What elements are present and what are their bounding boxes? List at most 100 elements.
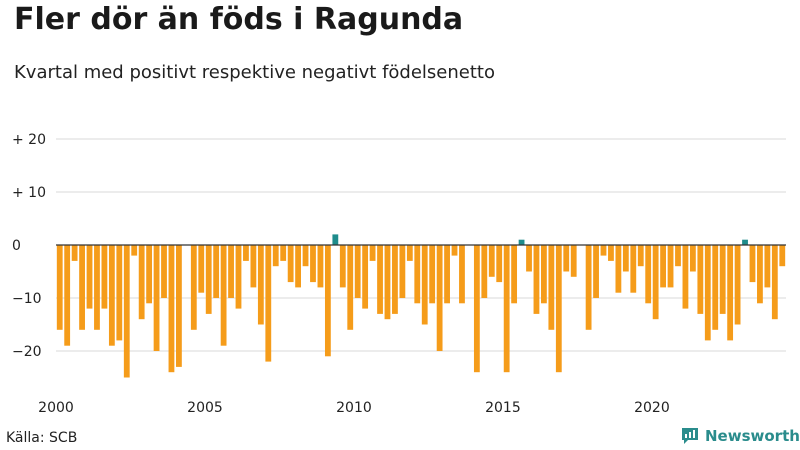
bar — [280, 245, 287, 261]
bar — [652, 245, 659, 320]
brand-name: Newsworthy — [705, 427, 800, 445]
bar — [56, 245, 63, 330]
bar — [503, 245, 510, 373]
bar — [161, 245, 167, 298]
bar — [600, 245, 607, 256]
bar — [727, 245, 734, 341]
bar — [86, 245, 93, 309]
bar — [615, 245, 622, 293]
bar — [310, 245, 316, 283]
bar — [637, 245, 644, 267]
bar — [533, 245, 540, 314]
bar — [116, 245, 123, 341]
x-axis-labels: 2000 2005 2010 2015 2020 — [38, 400, 670, 416]
bar — [451, 245, 458, 256]
bar — [675, 245, 681, 267]
bar — [384, 245, 391, 320]
bar — [764, 245, 771, 288]
bar — [362, 245, 369, 309]
bar — [570, 245, 577, 277]
bar — [645, 245, 652, 304]
bar — [608, 245, 614, 261]
chart-subtitle: Kvartal med positivt respektive negativt… — [14, 62, 495, 83]
bar — [228, 245, 234, 298]
bar — [622, 245, 629, 272]
bar — [146, 245, 153, 304]
bar — [377, 245, 383, 314]
bar — [459, 245, 465, 304]
newsworthy-logo-icon — [682, 428, 698, 444]
bar — [749, 245, 756, 283]
y-tick-label: + 10 — [12, 185, 46, 201]
bar — [265, 245, 272, 362]
bar — [108, 245, 115, 346]
bar — [682, 245, 689, 309]
bar — [421, 245, 428, 325]
bar — [190, 245, 197, 330]
bar — [64, 245, 71, 346]
bar — [131, 245, 138, 256]
bar — [79, 245, 85, 330]
bar — [101, 245, 108, 309]
bar — [429, 245, 436, 304]
bar — [496, 245, 503, 283]
bar — [392, 245, 398, 314]
bar — [757, 245, 763, 304]
y-tick-label: + 20 — [12, 132, 46, 148]
bar — [689, 245, 696, 272]
bar — [660, 245, 666, 288]
bar — [563, 245, 570, 272]
bar — [518, 239, 525, 245]
bar — [198, 245, 205, 293]
bar — [488, 245, 495, 277]
bar — [704, 245, 711, 341]
bar — [205, 245, 212, 314]
bar — [138, 245, 145, 320]
bar — [153, 245, 160, 351]
bar — [243, 245, 249, 261]
bar — [771, 245, 778, 320]
y-tick-label: −20 — [12, 344, 42, 360]
bar — [555, 245, 562, 373]
bar — [473, 245, 480, 373]
bar — [734, 245, 741, 325]
bar — [339, 245, 346, 288]
bar — [272, 245, 279, 267]
bar — [94, 245, 100, 330]
source-note: Källa: SCB — [6, 430, 78, 446]
bar — [332, 234, 339, 245]
bar — [481, 245, 488, 298]
bar — [526, 245, 532, 272]
bar — [354, 245, 361, 298]
bar — [235, 245, 242, 309]
bar — [168, 245, 175, 373]
bar — [444, 245, 450, 304]
bar — [541, 245, 547, 304]
bar — [295, 245, 301, 288]
bar — [779, 245, 786, 267]
x-tick-label: 2005 — [187, 400, 223, 416]
bar — [719, 245, 726, 314]
brand-logo: Newsworthy — [680, 426, 800, 446]
bar — [414, 245, 421, 304]
y-tick-label: 0 — [12, 238, 21, 254]
bar — [399, 245, 406, 298]
bar — [123, 245, 130, 378]
bar — [511, 245, 518, 304]
bar — [630, 245, 637, 293]
bar — [548, 245, 555, 330]
x-tick-label: 2000 — [38, 400, 74, 416]
bar — [436, 245, 443, 351]
bar — [287, 245, 294, 283]
x-tick-label: 2020 — [634, 400, 670, 416]
bar — [593, 245, 599, 298]
chart-title: Fler dör än föds i Ragunda — [14, 2, 464, 37]
bar — [302, 245, 309, 267]
bar — [712, 245, 719, 330]
bar — [585, 245, 592, 330]
bar — [347, 245, 354, 330]
bar — [213, 245, 220, 298]
bar — [317, 245, 324, 288]
bar — [176, 245, 182, 367]
bar — [220, 245, 227, 346]
